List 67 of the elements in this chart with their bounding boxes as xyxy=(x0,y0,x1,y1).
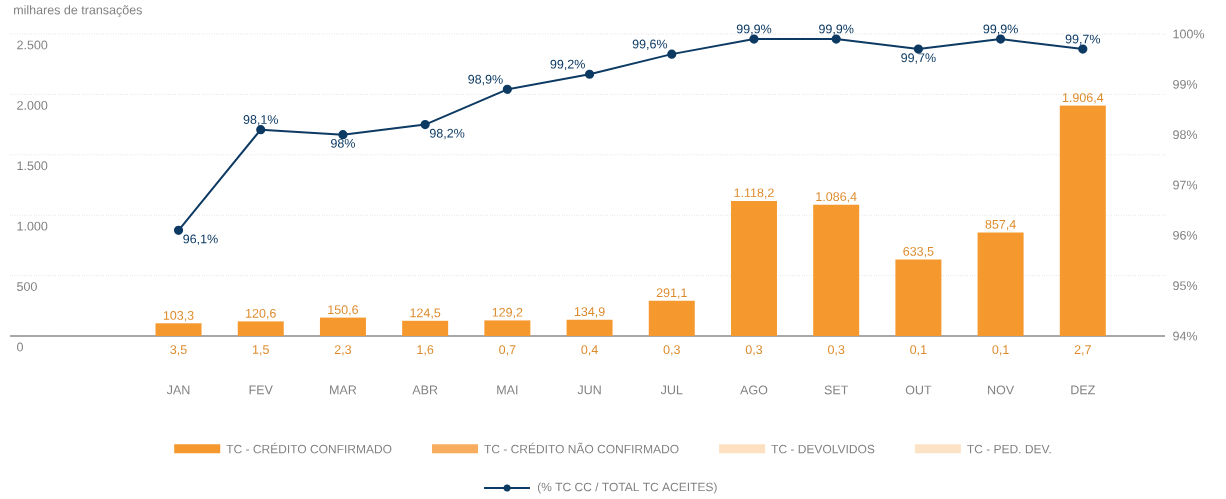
y2-tick-label: 98% xyxy=(1173,130,1198,140)
data-label: 98% xyxy=(331,138,355,148)
data-label: 1.086,4 xyxy=(816,192,857,203)
x-tick-label: JUN xyxy=(577,385,601,395)
x-tick-label: FEV xyxy=(249,385,273,395)
data-label: 1,5 xyxy=(253,345,269,356)
data-label: 291,1 xyxy=(656,288,687,299)
data-label: 150,6 xyxy=(328,305,359,316)
y-tick-label: 1.500 xyxy=(17,161,48,171)
legend-label: TC - CRÉDITO CONFIRMADO xyxy=(226,442,392,454)
y-tick-label: 1.000 xyxy=(17,221,48,231)
x-tick-label: SET xyxy=(824,385,849,395)
data-label: 99,7% xyxy=(1065,34,1101,45)
data-label: 0,3 xyxy=(827,345,845,356)
data-label: 120,6 xyxy=(246,308,276,320)
data-label: 857,4 xyxy=(985,219,1016,231)
x-tick-label: AGO xyxy=(740,385,768,395)
data-label: 99,2% xyxy=(550,59,585,71)
data-label: 99,7% xyxy=(901,53,936,64)
data-label: 98,1% xyxy=(243,115,279,126)
x-tick-label: OUT xyxy=(905,385,932,395)
data-label: 98,9% xyxy=(468,74,503,86)
y-tick-label: 2.000 xyxy=(17,100,48,110)
data-label: 99,9% xyxy=(736,24,772,35)
data-label: 0,7 xyxy=(499,345,516,356)
legend-label: TC - CRÉDITO NÃO CONFIRMADO xyxy=(484,442,679,454)
x-tick-label: JAN xyxy=(166,385,190,395)
legend-label: TC - PED. DEV. xyxy=(967,444,1051,454)
data-label: 99,9% xyxy=(819,24,854,35)
data-label: 0,1 xyxy=(910,345,927,356)
data-label: 129,2 xyxy=(492,307,523,319)
data-label: 1.906,4 xyxy=(1062,93,1104,104)
data-label: 103,3 xyxy=(163,311,194,322)
y-tick-label: 2.500 xyxy=(17,40,48,50)
data-label: 0,3 xyxy=(663,345,680,356)
y-axis-title: milhares de transações xyxy=(14,5,142,17)
data-label: 2,7 xyxy=(1074,345,1091,356)
data-label: 2,3 xyxy=(334,345,352,356)
data-label: 99,6% xyxy=(632,39,668,50)
x-tick-label: NOV xyxy=(988,385,1015,395)
data-label: 3,5 xyxy=(170,345,187,356)
y2-tick-label: 94% xyxy=(1173,331,1198,341)
y2-tick-label: 96% xyxy=(1173,230,1198,240)
x-tick-label: MAI xyxy=(497,385,518,395)
x-tick-label: JUL xyxy=(660,385,683,395)
data-label: 96,1% xyxy=(183,234,218,245)
x-tick-label: ABR xyxy=(412,385,438,395)
y-tick-label: 0 xyxy=(17,342,23,352)
x-tick-label: MAR xyxy=(330,385,357,395)
y-tick-label: 500 xyxy=(17,282,37,291)
legend-label: (% TC CC / TOTAL TC ACEITES) xyxy=(537,482,717,494)
x-tick-label: DEZ xyxy=(1071,385,1095,395)
data-label: 134,9 xyxy=(574,307,605,318)
y2-tick-label: 97% xyxy=(1173,180,1198,190)
y2-tick-label: 99% xyxy=(1173,79,1198,89)
data-label: 99,9% xyxy=(983,24,1018,35)
data-label: 124,5 xyxy=(410,308,441,319)
data-label: 98,2% xyxy=(429,128,465,140)
data-label: 0,3 xyxy=(745,345,763,356)
data-label: 0,1 xyxy=(992,345,1009,356)
data-label: 1,6 xyxy=(417,345,434,356)
data-label: 633,5 xyxy=(903,246,934,258)
data-label: 0,4 xyxy=(581,345,598,356)
legend-label: TC - DEVOLVIDOS xyxy=(771,444,875,454)
y2-tick-label: 95% xyxy=(1173,281,1198,291)
data-label: 1.118,2 xyxy=(734,188,774,199)
y2-tick-label: 100% xyxy=(1173,29,1205,39)
